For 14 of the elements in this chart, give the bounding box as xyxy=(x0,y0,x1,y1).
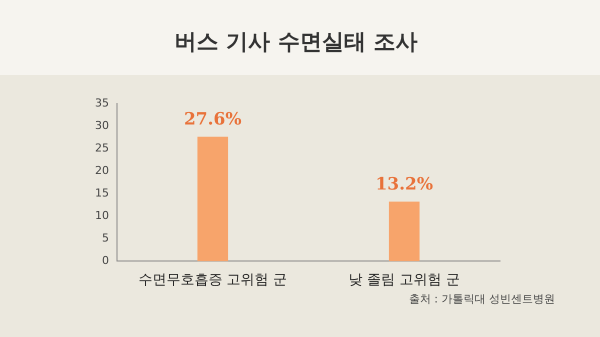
y-tick-label: 0 xyxy=(102,254,109,268)
y-tick-label: 25 xyxy=(94,141,109,154)
y-tick-label: 15 xyxy=(94,186,109,200)
x-tick-label: 낮 졸림 고위험 군 xyxy=(348,272,460,288)
y-tick-label: 30 xyxy=(94,118,109,132)
y-tick-label: 20 xyxy=(94,164,109,177)
y-tick-label: 35 xyxy=(94,96,109,110)
chart-title: 버스 기사 수면실태 조사 xyxy=(174,30,418,55)
x-tick-label: 수면무호흡증 고위험 군 xyxy=(138,272,288,288)
y-tick-label: 10 xyxy=(94,208,109,222)
y-tick-label: 5 xyxy=(102,232,109,245)
data-label: 27.6% xyxy=(184,110,242,130)
data-label: 13.2% xyxy=(375,174,434,195)
source-note: 출처 : 가톨릭대 성빈센트병원 xyxy=(408,292,555,306)
